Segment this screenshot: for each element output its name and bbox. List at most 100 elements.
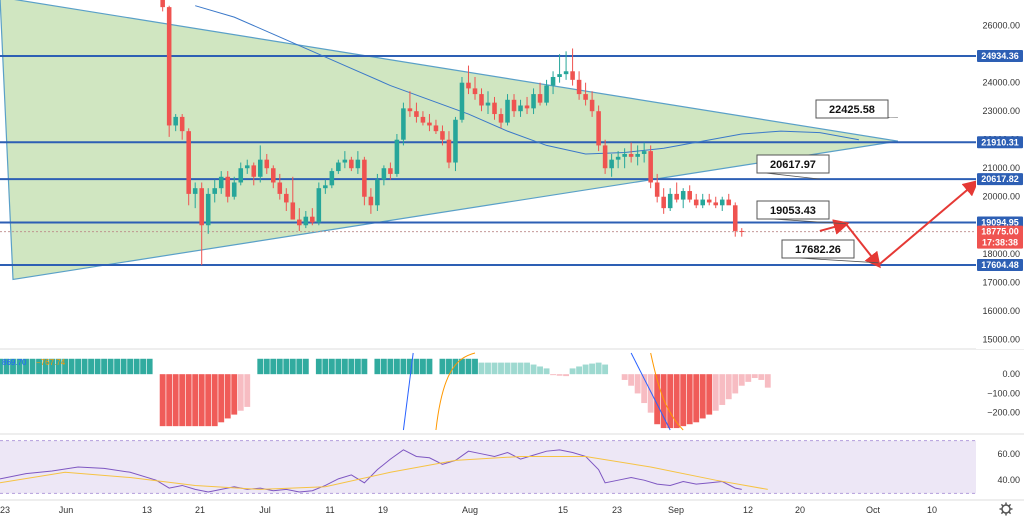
candle-body bbox=[453, 119, 458, 163]
callout-label: 20617.97 bbox=[770, 159, 816, 171]
price-tick-label: 26000.00 bbox=[982, 21, 1020, 31]
level-tag[interactable]: 21910.31 bbox=[977, 136, 1023, 149]
price-axis[interactable]: 15000.0016000.0017000.0018000.0019000.00… bbox=[976, 0, 1024, 349]
candle bbox=[596, 105, 601, 152]
candle bbox=[336, 159, 341, 174]
callout-box[interactable] bbox=[756, 200, 830, 220]
callout[interactable]: 20617.97 bbox=[756, 154, 830, 180]
macd-readout: 869.70 −767.74 bbox=[2, 358, 66, 367]
macd-bar bbox=[400, 358, 407, 375]
callout[interactable]: 22425.58 bbox=[815, 99, 898, 119]
candle-body bbox=[505, 99, 510, 123]
current-price-bg bbox=[977, 225, 1023, 249]
candle bbox=[700, 193, 705, 209]
projection-arrow[interactable] bbox=[845, 223, 881, 269]
candle bbox=[687, 185, 692, 203]
candle bbox=[166, 5, 172, 137]
projection-arrow[interactable] bbox=[819, 219, 850, 235]
macd-bar bbox=[582, 364, 589, 375]
macd-tick-label: −100.00 bbox=[987, 388, 1020, 398]
candle bbox=[563, 51, 569, 80]
macd-bar bbox=[647, 374, 654, 413]
level-tag-bg bbox=[977, 136, 1023, 149]
candle bbox=[199, 182, 204, 266]
candle-body bbox=[726, 199, 732, 206]
price-tick-label: 18000.00 bbox=[982, 249, 1020, 259]
macd-bar bbox=[75, 358, 82, 375]
macd-bar bbox=[49, 358, 55, 375]
candle-body bbox=[719, 199, 725, 206]
candle-body bbox=[316, 188, 322, 223]
time-tick-label: Sep bbox=[668, 505, 684, 515]
macd-bar bbox=[699, 374, 706, 419]
candle bbox=[602, 139, 608, 174]
macd-bar bbox=[478, 362, 485, 375]
time-tick-label: 23 bbox=[0, 505, 10, 515]
candle bbox=[446, 131, 452, 169]
macd-bar bbox=[322, 358, 329, 375]
macd-bar bbox=[602, 364, 609, 375]
projection-arrow[interactable] bbox=[877, 179, 980, 266]
macd-bar bbox=[550, 374, 556, 376]
level-tag-bg bbox=[977, 259, 1023, 272]
candle bbox=[186, 128, 191, 206]
candle-body bbox=[563, 71, 569, 75]
time-tick-label: 21 bbox=[195, 505, 205, 515]
candle bbox=[498, 108, 504, 129]
macd-bar bbox=[621, 374, 628, 380]
macd-bar bbox=[94, 358, 101, 375]
macd-bar bbox=[315, 358, 322, 375]
callout[interactable]: 17682.26 bbox=[781, 239, 879, 264]
macd-bar bbox=[380, 358, 387, 375]
macd-signal-line bbox=[650, 352, 684, 431]
candle bbox=[706, 193, 712, 206]
level-tag-label: 19094.95 bbox=[981, 218, 1019, 228]
candle bbox=[323, 179, 328, 194]
candle-body bbox=[739, 230, 745, 232]
projection-arrows[interactable] bbox=[819, 179, 980, 269]
candle bbox=[238, 162, 244, 186]
macd-bar bbox=[693, 374, 700, 423]
level-tag-bg bbox=[977, 50, 1023, 63]
candle-body bbox=[160, 0, 165, 8]
macd-bar bbox=[166, 374, 173, 427]
candle bbox=[531, 88, 536, 115]
level-tag[interactable]: 19094.95 bbox=[977, 216, 1023, 229]
moving-average-line bbox=[195, 5, 859, 155]
candle-body bbox=[381, 168, 387, 180]
macd-bar bbox=[81, 358, 88, 375]
candle bbox=[349, 156, 354, 172]
candle-body bbox=[661, 196, 666, 209]
macd-bar bbox=[504, 362, 511, 375]
macd-bar bbox=[413, 358, 420, 375]
candle-body bbox=[342, 159, 348, 163]
callout-box[interactable] bbox=[756, 154, 830, 174]
candle-body bbox=[583, 94, 588, 100]
settings-gear-icon[interactable] bbox=[999, 502, 1013, 516]
level-tag[interactable]: 24934.36 bbox=[977, 50, 1023, 63]
macd-bar bbox=[55, 358, 62, 375]
level-tag[interactable]: 17604.48 bbox=[977, 259, 1023, 272]
callout-box[interactable] bbox=[781, 239, 855, 259]
macd-bar bbox=[764, 374, 771, 388]
macd-bar bbox=[159, 374, 166, 427]
macd-bar bbox=[426, 358, 433, 375]
candle bbox=[290, 176, 296, 220]
price-callouts[interactable]: 22425.58 20617.97 19053.43 17682.26 bbox=[756, 99, 898, 264]
callout[interactable]: 19053.43 bbox=[756, 200, 846, 225]
level-tag[interactable]: 20617.82 bbox=[977, 173, 1023, 186]
macd-bar bbox=[257, 358, 264, 375]
candle bbox=[570, 48, 575, 86]
macd-bar bbox=[387, 358, 394, 375]
candle-body bbox=[225, 176, 231, 197]
candle bbox=[485, 91, 491, 115]
time-axis[interactable]: 23 Jun 13 21 Jul 11 19 Aug 15 23 Sep 12 20 Oct 10 bbox=[0, 499, 1024, 515]
countdown-label: 17:38:38 bbox=[982, 238, 1018, 248]
candle-body bbox=[349, 159, 354, 169]
macd-bar bbox=[472, 358, 478, 375]
horizontal-levels[interactable] bbox=[0, 55, 976, 267]
callout-box[interactable] bbox=[815, 99, 889, 119]
time-tick-label: 23 bbox=[612, 505, 622, 515]
candle bbox=[401, 102, 406, 146]
